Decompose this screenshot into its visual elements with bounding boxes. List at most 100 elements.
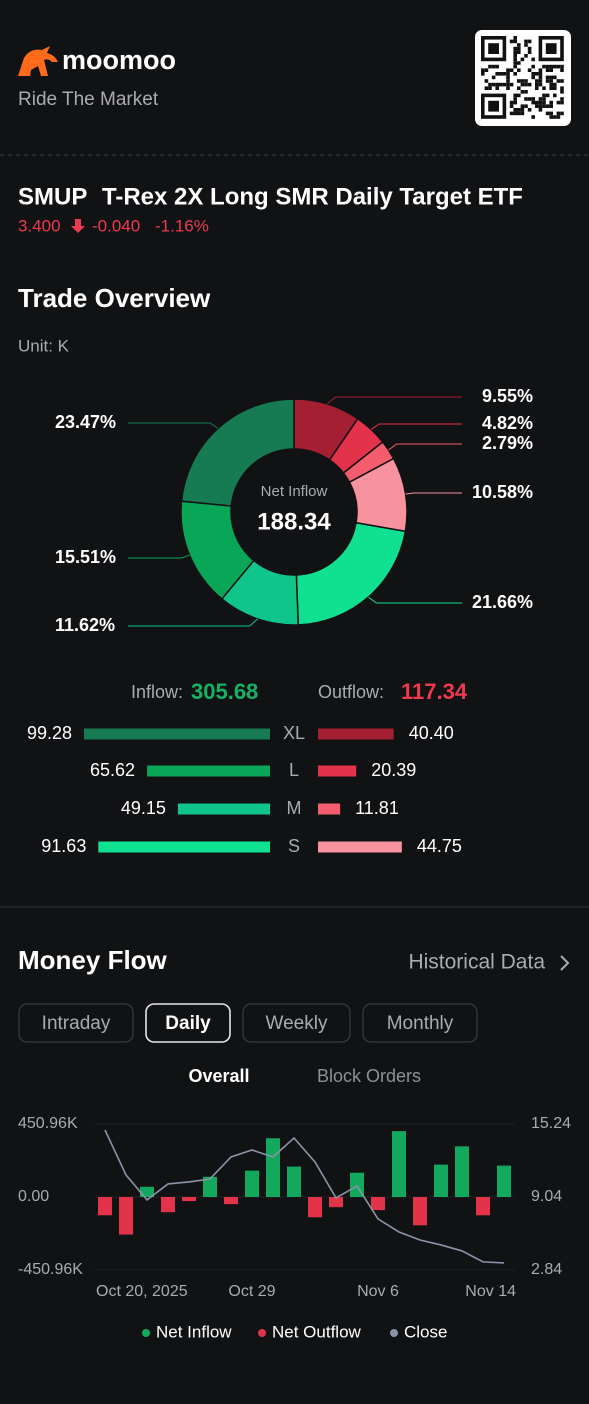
tab-label[interactable]: Monthly — [387, 1013, 454, 1034]
tab[interactable] — [145, 1003, 231, 1043]
qr-cell — [553, 75, 557, 80]
down-arrow — [71, 219, 85, 233]
qr-cell — [542, 104, 546, 108]
tab[interactable] — [242, 1003, 351, 1043]
donut-label: 2.79% — [482, 433, 533, 453]
inflow-label: Inflow: — [131, 682, 183, 702]
brand: moomoo — [62, 45, 176, 75]
legend-label: Close — [404, 1322, 447, 1341]
qr-cell — [549, 82, 553, 87]
qr-cell — [560, 68, 564, 72]
qr-cell — [560, 111, 564, 116]
qr-cell — [553, 86, 557, 90]
qr-cell — [517, 79, 521, 83]
qr-cell — [502, 82, 507, 87]
tab-label[interactable]: Intraday — [42, 1013, 111, 1034]
qr-cell — [556, 79, 561, 83]
inflow-value: 65.62 — [90, 760, 135, 780]
y-tick-label: -450.96K — [18, 1261, 83, 1278]
leader-line — [128, 554, 190, 559]
qr-cell — [549, 111, 553, 116]
bar — [182, 1197, 196, 1202]
qr-cell — [524, 82, 528, 87]
money-flow-chart: -450.96K 0.00 450.96K 2.84 9.04 15.24 Oct 20, … — [18, 1115, 571, 1341]
subtab-label[interactable]: Block Orders — [317, 1066, 421, 1086]
outflow-value: 44.75 — [417, 836, 462, 856]
x-tick-label: Oct 29 — [228, 1283, 275, 1300]
qr-cell — [517, 43, 521, 47]
inflow-bar — [177, 803, 270, 815]
bar — [329, 1197, 343, 1208]
qr-cell — [549, 68, 553, 72]
qr-cell — [506, 68, 510, 72]
qr-cell — [513, 57, 517, 62]
qr-cell — [535, 104, 539, 108]
qr-cell — [491, 82, 496, 87]
qr-cell — [517, 108, 521, 112]
inflow-total: 305.68 — [191, 679, 258, 704]
bar — [224, 1197, 238, 1205]
legend-marker — [390, 1329, 398, 1337]
inflow-bar — [98, 841, 271, 853]
tab-label[interactable]: Weekly — [266, 1013, 328, 1034]
bar — [119, 1197, 133, 1235]
bar — [434, 1164, 448, 1197]
qr-cell — [481, 68, 485, 72]
qr-cell — [553, 82, 557, 87]
tab[interactable] — [362, 1003, 478, 1043]
size-breakdown: XL 99.28 40.40 L 65.62 20.39 M 49.15 11.81 S 91.63… — [27, 723, 462, 856]
outflow-label: Outflow: — [318, 682, 384, 702]
qr-cell — [549, 100, 553, 105]
qr-cell — [538, 100, 543, 105]
qr-cell — [513, 108, 517, 112]
qr-cell — [513, 72, 517, 76]
bar — [371, 1197, 385, 1211]
qr-cell — [527, 97, 532, 101]
qr-cell — [520, 82, 525, 87]
qr-cell — [524, 97, 528, 101]
qr-cell — [545, 111, 550, 116]
qr-cell — [542, 100, 546, 105]
bar — [308, 1197, 322, 1218]
tab-label[interactable]: Daily — [165, 1013, 211, 1034]
qr-cell — [538, 75, 543, 80]
historical-data-link[interactable]: Historical Data — [408, 951, 545, 974]
qr-cell — [488, 64, 492, 69]
qr-cell — [545, 79, 550, 83]
bar — [287, 1166, 301, 1197]
qr-cell — [538, 72, 543, 76]
qr-cell — [535, 100, 539, 105]
qr-cell — [524, 104, 528, 108]
qr-cell — [542, 64, 546, 69]
qr-cell — [513, 36, 517, 40]
qr-cell — [538, 104, 543, 108]
donut-label: 10.58% — [472, 482, 533, 502]
unit-label: Unit: K — [18, 336, 70, 355]
outflow-value: 20.39 — [371, 760, 416, 780]
qr-code — [475, 30, 571, 126]
legend-marker — [258, 1329, 266, 1337]
qr-cell — [517, 61, 521, 65]
qr-cell — [545, 64, 550, 69]
qr-cell — [513, 39, 517, 44]
chevron-icon[interactable] — [560, 955, 570, 971]
donut-chart: 9.55% 4.82%2.79% 10.58% 21.66% 11.62% 15.51% 2… — [55, 386, 533, 635]
qr-cell — [545, 93, 550, 98]
leader-line — [128, 422, 219, 429]
bar — [392, 1131, 406, 1197]
inflow-bar — [84, 728, 270, 740]
qr-cell — [520, 90, 525, 94]
qr-cell — [513, 61, 517, 65]
bar — [455, 1146, 469, 1197]
donut-center-value: 188.34 — [257, 508, 331, 535]
bar — [476, 1197, 490, 1216]
qr-cell — [549, 104, 553, 108]
donut-label: 9.55% — [482, 386, 533, 406]
tab[interactable] — [18, 1003, 134, 1043]
qr-cell — [531, 115, 535, 119]
leader-line — [405, 492, 462, 495]
subtab-label[interactable]: Overall — [188, 1066, 249, 1086]
outflow-bar — [318, 728, 394, 740]
qr-cell — [499, 72, 503, 76]
qr-cell — [517, 50, 521, 54]
